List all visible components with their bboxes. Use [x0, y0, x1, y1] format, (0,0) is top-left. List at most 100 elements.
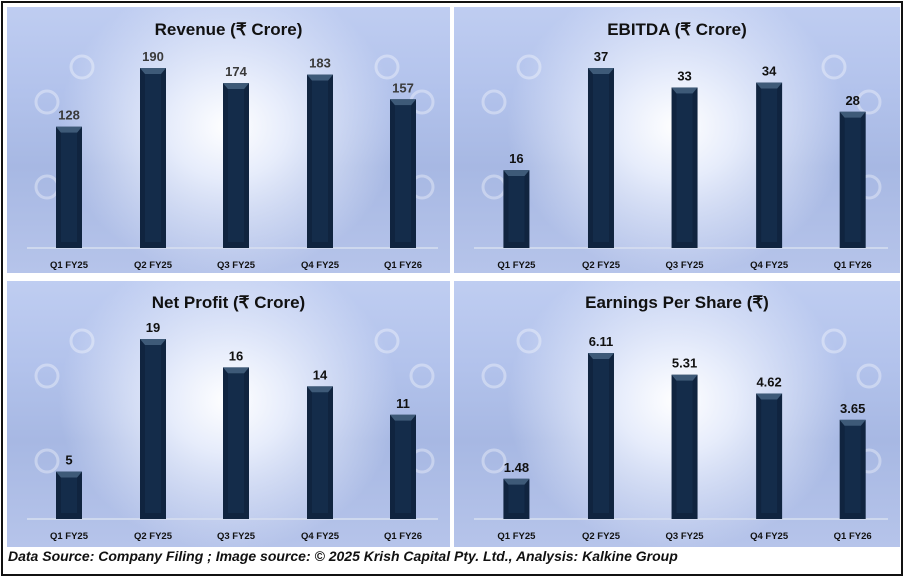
circuit-decoration — [34, 448, 60, 474]
data-label: 37 — [594, 49, 608, 64]
data-label: 34 — [762, 64, 777, 79]
bar-face — [676, 93, 693, 242]
data-label: 174 — [225, 64, 247, 79]
data-label: 19 — [146, 320, 160, 335]
data-label: 3.65 — [840, 401, 865, 416]
chart-svg: Earnings Per Share (₹) 1.48 Q1 FY25 6.11 Q2 … — [474, 293, 888, 542]
circuit-decoration — [856, 363, 882, 389]
circuit-decoration — [374, 328, 400, 354]
data-label: 6.11 — [589, 334, 614, 349]
bar-bevel — [587, 353, 614, 359]
category-label: Q1 FY25 — [497, 531, 536, 542]
eps-chart: Earnings Per Share (₹) 1.48 Q1 FY25 6.11 Q2 … — [454, 281, 900, 547]
bar-face — [61, 477, 77, 513]
circuit-decoration — [374, 54, 400, 80]
category-label: Q4 FY25 — [750, 531, 789, 542]
circuit-decoration — [481, 174, 507, 200]
bar-face — [761, 88, 778, 242]
category-label: Q3 FY25 — [217, 531, 256, 542]
bar-bevel — [503, 170, 530, 177]
data-label: 5 — [65, 453, 72, 468]
bar-bevel — [223, 367, 249, 374]
category-label: Q1 FY26 — [384, 260, 422, 271]
category-label: Q1 FY26 — [834, 260, 872, 271]
chart-title: Earnings Per Share (₹) — [585, 293, 769, 312]
bar-face — [844, 117, 861, 242]
bar-bevel — [587, 68, 614, 74]
data-label: 11 — [396, 396, 410, 411]
category-label: Q1 FY25 — [497, 260, 536, 271]
circuit-decoration — [34, 363, 60, 389]
bar-face — [761, 399, 778, 513]
bar-face — [228, 89, 244, 242]
category-label: Q3 FY25 — [666, 531, 705, 542]
data-label: 190 — [142, 49, 164, 64]
category-label: Q2 FY25 — [134, 260, 173, 271]
data-label: 183 — [309, 56, 331, 71]
bar-face — [508, 484, 525, 513]
data-label: 16 — [229, 348, 243, 363]
category-label: Q2 FY25 — [582, 531, 621, 542]
bar-face — [676, 380, 693, 513]
circuit-decoration — [516, 328, 542, 354]
bar-bevel — [839, 111, 866, 118]
bar-face — [395, 105, 411, 243]
circuit-decoration — [821, 54, 847, 80]
data-label: 28 — [845, 93, 859, 108]
circuit-decoration — [481, 363, 507, 389]
category-label: Q1 FY26 — [834, 531, 872, 542]
bar-face — [61, 132, 77, 242]
chart-svg: Net Profit (₹ Crore) 5 Q1 FY25 19 Q2 FY25 16 Q… — [27, 293, 438, 542]
bar-face — [395, 420, 411, 513]
bar-face — [592, 359, 609, 513]
net-profit-chart: Net Profit (₹ Crore) 5 Q1 FY25 19 Q2 FY25 16 Q… — [7, 281, 450, 547]
bar-bevel — [671, 374, 698, 381]
circuit-decoration — [481, 89, 507, 115]
category-label: Q1 FY25 — [50, 531, 89, 542]
chart-svg: Revenue (₹ Crore) 128 Q1 FY25 190 Q2 FY25 174… — [27, 20, 438, 271]
bar-bevel — [140, 68, 166, 74]
circuit-decoration — [481, 448, 507, 474]
bar-bevel — [307, 386, 333, 393]
circuit-decoration — [34, 174, 60, 200]
bar-face — [844, 425, 861, 513]
circuit-decoration — [34, 89, 60, 115]
circuit-decoration — [856, 89, 882, 115]
circuit-decoration — [69, 54, 95, 80]
data-label: 5.31 — [672, 356, 697, 371]
chart-title: EBITDA (₹ Crore) — [607, 20, 747, 39]
bar-bevel — [223, 83, 249, 90]
bar-face — [508, 176, 525, 242]
circuit-decoration — [821, 328, 847, 354]
bar-bevel — [56, 471, 82, 478]
chart-title: Net Profit (₹ Crore) — [152, 293, 305, 312]
bar-face — [312, 80, 328, 242]
bar-face — [145, 74, 161, 242]
circuit-decoration — [516, 54, 542, 80]
bar-bevel — [56, 126, 82, 133]
category-label: Q3 FY25 — [217, 260, 256, 271]
bar-bevel — [390, 414, 416, 421]
source-footer: Data Source: Company Filing ; Image sour… — [8, 548, 678, 564]
bar-bevel — [307, 74, 333, 81]
bar-bevel — [503, 478, 530, 485]
category-label: Q2 FY25 — [134, 531, 173, 542]
data-label: 1.48 — [504, 460, 529, 475]
data-label: 14 — [313, 367, 328, 382]
category-label: Q2 FY25 — [582, 260, 621, 271]
bar-bevel — [839, 419, 866, 426]
bar-bevel — [756, 393, 783, 400]
chart-svg: EBITDA (₹ Crore) 16 Q1 FY25 37 Q2 FY25 33 Q3 F… — [474, 20, 888, 271]
bar-face — [592, 74, 609, 242]
bar-bevel — [390, 99, 416, 106]
data-label: 33 — [677, 68, 691, 83]
category-label: Q1 FY25 — [50, 260, 89, 271]
bar-face — [312, 392, 328, 513]
data-label: 16 — [509, 151, 523, 166]
data-label: 157 — [392, 80, 414, 95]
data-label: 4.62 — [756, 374, 781, 389]
data-label: 128 — [58, 108, 80, 123]
category-label: Q4 FY25 — [301, 260, 340, 271]
category-label: Q4 FY25 — [750, 260, 789, 271]
ebitda-chart: EBITDA (₹ Crore) 16 Q1 FY25 37 Q2 FY25 33 Q3 F… — [454, 7, 900, 273]
